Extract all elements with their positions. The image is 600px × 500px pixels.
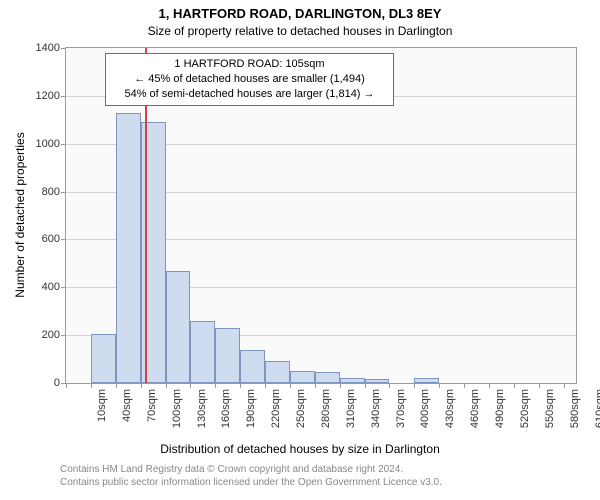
xtick-mark	[365, 383, 366, 388]
histogram-bar	[240, 350, 265, 384]
chart-container: 1, HARTFORD ROAD, DARLINGTON, DL3 8EY Si…	[0, 0, 600, 500]
histogram-bar	[414, 378, 439, 383]
footer-line-1: Contains HM Land Registry data © Crown c…	[60, 464, 442, 477]
xtick-label: 190sqm	[245, 389, 257, 449]
histogram-bar	[315, 372, 340, 383]
xtick-label: 580sqm	[569, 389, 581, 449]
xtick-label: 490sqm	[494, 389, 506, 449]
ytick-label: 600	[42, 233, 66, 245]
marker-callout: 1 HARTFORD ROAD: 105sqm ← 45% of detache…	[105, 53, 394, 106]
xtick-label: 310sqm	[345, 389, 357, 449]
ytick-label: 1200	[36, 90, 66, 102]
histogram-bar	[265, 361, 290, 383]
xtick-mark	[389, 383, 390, 388]
xtick-label: 250sqm	[295, 389, 307, 449]
xtick-mark	[340, 383, 341, 388]
ytick-label: 1000	[36, 138, 66, 150]
xtick-label: 10sqm	[96, 389, 108, 449]
xtick-mark	[315, 383, 316, 388]
xtick-label: 340sqm	[370, 389, 382, 449]
xtick-label: 400sqm	[419, 389, 431, 449]
histogram-bar	[91, 334, 116, 383]
ytick-label: 200	[42, 329, 66, 341]
xtick-mark	[141, 383, 142, 388]
xtick-label: 220sqm	[270, 389, 282, 449]
xtick-label: 160sqm	[220, 389, 232, 449]
xtick-mark	[539, 383, 540, 388]
xtick-mark	[290, 383, 291, 388]
xtick-mark	[265, 383, 266, 388]
xtick-label: 430sqm	[444, 389, 456, 449]
histogram-bar	[116, 113, 141, 383]
xtick-mark	[464, 383, 465, 388]
chart-title-main: 1, HARTFORD ROAD, DARLINGTON, DL3 8EY	[0, 6, 600, 21]
callout-line-3: 54% of semi-detached houses are larger (…	[112, 87, 387, 102]
callout-line-2: ← 45% of detached houses are smaller (1,…	[112, 72, 387, 87]
xtick-mark	[414, 383, 415, 388]
histogram-bar	[166, 271, 191, 383]
xtick-label: 610sqm	[594, 389, 600, 449]
xtick-mark	[514, 383, 515, 388]
xtick-mark	[564, 383, 565, 388]
xtick-label: 550sqm	[544, 389, 556, 449]
chart-title-sub: Size of property relative to detached ho…	[0, 24, 600, 38]
histogram-bar	[340, 378, 365, 383]
histogram-bar	[190, 321, 215, 383]
xtick-label: 460sqm	[469, 389, 481, 449]
xtick-label: 370sqm	[395, 389, 407, 449]
xtick-mark	[439, 383, 440, 388]
xtick-mark	[489, 383, 490, 388]
x-axis-label: Distribution of detached houses by size …	[0, 442, 600, 456]
footer-attribution: Contains HM Land Registry data © Crown c…	[60, 464, 442, 489]
xtick-label: 280sqm	[320, 389, 332, 449]
xtick-label: 520sqm	[519, 389, 531, 449]
xtick-mark	[91, 383, 92, 388]
xtick-label: 100sqm	[171, 389, 183, 449]
xtick-mark	[240, 383, 241, 388]
xtick-label: 40sqm	[121, 389, 133, 449]
xtick-mark	[166, 383, 167, 388]
xtick-mark	[66, 383, 67, 388]
xtick-mark	[215, 383, 216, 388]
callout-line-1: 1 HARTFORD ROAD: 105sqm	[112, 57, 387, 72]
ytick-label: 0	[54, 377, 66, 389]
footer-line-2: Contains public sector information licen…	[60, 477, 442, 490]
ytick-label: 1400	[36, 42, 66, 54]
histogram-bar	[215, 328, 240, 383]
xtick-label: 70sqm	[146, 389, 158, 449]
histogram-bar	[290, 371, 315, 383]
ytick-label: 800	[42, 186, 66, 198]
xtick-label: 130sqm	[196, 389, 208, 449]
y-axis-label: Number of detached properties	[13, 132, 27, 297]
xtick-mark	[190, 383, 191, 388]
ytick-label: 400	[42, 281, 66, 293]
histogram-bar	[365, 379, 390, 383]
xtick-mark	[116, 383, 117, 388]
